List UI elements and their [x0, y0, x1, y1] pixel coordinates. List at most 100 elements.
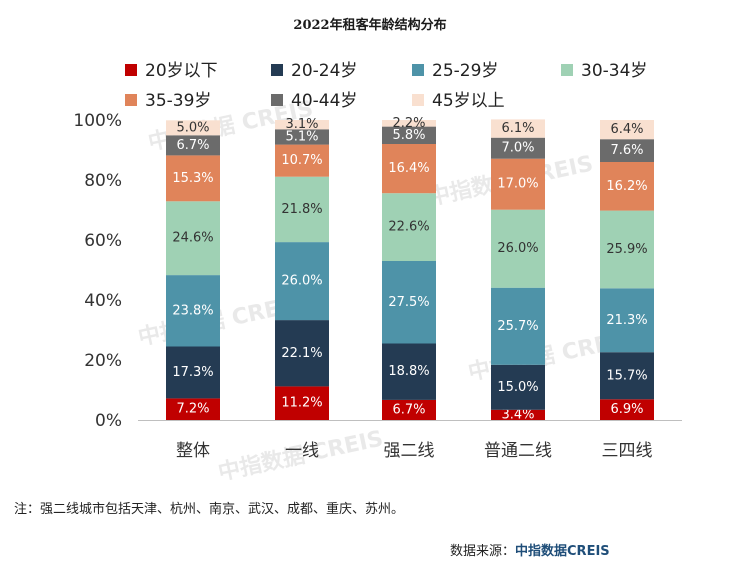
- data-label: 3.1%: [285, 117, 318, 132]
- bar-segment: [382, 343, 436, 400]
- y-tick-label: 100%: [73, 111, 122, 131]
- data-label: 16.2%: [606, 179, 647, 194]
- bar-segment: [166, 275, 220, 347]
- x-tick-label: 三四线: [602, 441, 653, 461]
- data-label: 22.6%: [388, 220, 429, 235]
- bar-segment: [600, 352, 654, 400]
- legend-swatch: [125, 64, 137, 76]
- bar-segment: [166, 201, 220, 276]
- data-label: 24.6%: [172, 231, 213, 246]
- data-label: 6.9%: [610, 402, 643, 417]
- x-tick-label: 整体: [176, 441, 210, 461]
- data-label: 5.1%: [285, 129, 318, 144]
- data-label: 23.8%: [172, 303, 213, 318]
- bar-segment: [275, 120, 329, 130]
- data-label: 27.5%: [388, 295, 429, 310]
- x-tick-label: 普通二线: [484, 441, 552, 461]
- data-label: 7.2%: [176, 402, 209, 417]
- bar-segment: [166, 398, 220, 420]
- data-label: 3.4%: [501, 407, 534, 422]
- bar-segment: [382, 144, 436, 194]
- bar-segment: [491, 158, 545, 210]
- bar-segment: [275, 144, 329, 177]
- footnote: 注：强二线城市包括天津、杭州、南京、武汉、成都、重庆、苏州。: [14, 502, 405, 517]
- data-label: 5.8%: [392, 128, 425, 143]
- legend-label: 20-24岁: [291, 61, 357, 81]
- bar-segment: [491, 409, 545, 420]
- y-tick-label: 0%: [95, 411, 122, 431]
- legend-label: 25-29岁: [432, 61, 498, 81]
- bar-segment: [275, 242, 329, 321]
- data-label: 2.2%: [392, 116, 425, 131]
- source-brand: 中指数据CREIS: [515, 544, 610, 559]
- x-tick-label: 一线: [285, 441, 319, 461]
- legend-swatch: [125, 94, 137, 106]
- bar-segment: [491, 364, 545, 410]
- bar-segment: [166, 135, 220, 156]
- y-axis: 0% 20% 40% 60% 80% 100%: [73, 111, 122, 431]
- legend-swatch: [412, 64, 424, 76]
- legend-swatch: [561, 64, 573, 76]
- data-label: 6.4%: [610, 122, 643, 137]
- data-label: 17.0%: [497, 177, 538, 192]
- data-label: 7.6%: [610, 143, 643, 158]
- bar-segment: [275, 386, 329, 420]
- legend-label: 40-44岁: [291, 91, 357, 111]
- data-label: 11.2%: [281, 396, 322, 411]
- legend-label: 45岁以上: [432, 91, 505, 111]
- legend-swatch: [271, 64, 283, 76]
- data-label: 21.8%: [281, 202, 322, 217]
- bar-segment: [600, 120, 654, 140]
- data-label: 26.0%: [497, 241, 538, 256]
- bar-segment: [600, 139, 654, 162]
- bar-segment: [600, 288, 654, 353]
- bar-segment: [491, 119, 545, 138]
- bar-segment: [600, 162, 654, 211]
- data-label: 22.1%: [281, 346, 322, 361]
- legend-swatch: [271, 94, 283, 106]
- bar-segment: [382, 261, 436, 344]
- chart-title: 2022年租客年龄结构分布: [293, 18, 447, 33]
- legend-swatch: [412, 94, 424, 106]
- bars: 7.2% 17.3% 23.8% 24.6% 15.3% 6.7% 5.0% 11.2% 22.…: [166, 116, 654, 422]
- data-label: 18.8%: [388, 364, 429, 379]
- y-tick-label: 40%: [84, 291, 122, 311]
- data-label: 17.3%: [172, 365, 213, 380]
- data-label: 15.0%: [497, 380, 538, 395]
- data-label: 10.7%: [281, 153, 322, 168]
- bar-segment: [382, 126, 436, 144]
- data-label: 25.9%: [606, 242, 647, 257]
- bar-segment: [382, 193, 436, 261]
- x-tick-label: 强二线: [384, 441, 435, 461]
- bar-segment: [166, 155, 220, 202]
- bar-segment: [166, 346, 220, 399]
- data-label: 15.7%: [606, 368, 647, 383]
- data-label: 25.7%: [497, 319, 538, 334]
- legend: 20岁以下 20-24岁 25-29岁 30-34岁 35-39岁 40-44岁 45岁以上: [125, 61, 647, 111]
- bar-segment: [600, 210, 654, 289]
- y-tick-label: 20%: [84, 351, 122, 371]
- data-label: 6.7%: [392, 402, 425, 417]
- y-tick-label: 60%: [84, 231, 122, 251]
- bar-segment: [275, 129, 329, 145]
- source-line: 数据来源：中指数据CREIS: [450, 540, 610, 559]
- data-label: 21.3%: [606, 313, 647, 328]
- bar-segment: [600, 399, 654, 420]
- data-label: 15.3%: [172, 171, 213, 186]
- bar-segment: [275, 176, 329, 243]
- source-prefix: 数据来源：: [450, 544, 516, 559]
- bar-segment: [382, 399, 436, 420]
- data-label: 6.7%: [176, 138, 209, 153]
- bar-segment: [491, 137, 545, 159]
- bar-segment: [382, 120, 436, 127]
- bar-segment: [166, 120, 220, 136]
- bar-segment: [491, 209, 545, 288]
- data-label: 6.1%: [501, 121, 534, 136]
- bar-segment: [491, 287, 545, 365]
- y-tick-label: 80%: [84, 171, 122, 191]
- legend-label: 20岁以下: [145, 61, 218, 81]
- bar-segment: [275, 320, 329, 387]
- data-label: 26.0%: [281, 274, 322, 289]
- x-axis: 整体 一线 强二线 普通二线 三四线: [138, 420, 682, 461]
